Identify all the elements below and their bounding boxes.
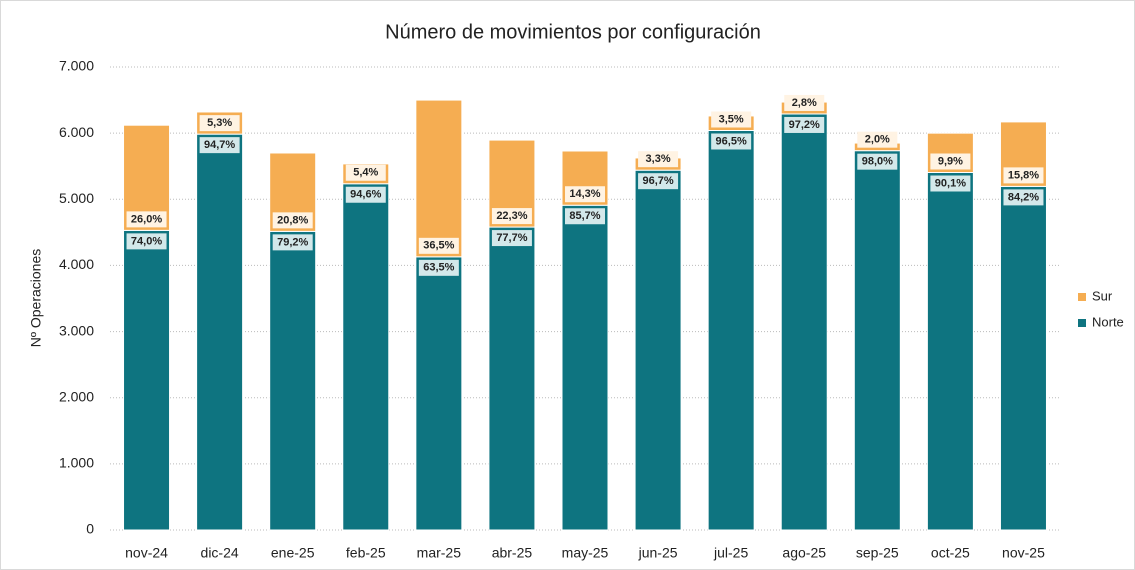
- data-label: 9,9%: [938, 155, 963, 167]
- data-label: 20,8%: [277, 214, 308, 226]
- data-label: 26,0%: [131, 213, 162, 225]
- y-axis-label: Nº Operaciones: [28, 249, 44, 348]
- y-tick-label: 7.000: [59, 58, 94, 74]
- data-label-box: [638, 173, 679, 190]
- data-label: 36,5%: [423, 240, 454, 252]
- data-label: 63,5%: [423, 262, 454, 274]
- data-label-box: [126, 233, 167, 250]
- data-label-box: [565, 186, 605, 203]
- data-label-box: [930, 175, 971, 192]
- data-label: 77,7%: [496, 232, 527, 244]
- bar-segment: [999, 185, 1047, 531]
- data-label: 96,5%: [716, 135, 747, 147]
- data-label-box: [1003, 167, 1044, 184]
- bar-segment: [634, 169, 682, 531]
- data-label-box: [784, 94, 825, 111]
- data-label-box: [345, 164, 386, 181]
- bar-segment: [488, 226, 536, 531]
- legend-label: Norte: [1092, 314, 1124, 329]
- y-tick-label: 5.000: [59, 190, 94, 206]
- data-label: 2,0%: [865, 134, 890, 146]
- chart-title: Número de movimientos por configuración: [385, 21, 761, 43]
- data-label-box: [784, 116, 825, 133]
- data-label: 5,3%: [207, 117, 232, 129]
- data-label: 3,5%: [719, 113, 744, 125]
- y-tick-label: 1.000: [59, 455, 94, 471]
- x-tick-label: nov-25: [1002, 545, 1045, 561]
- data-label-box: [199, 115, 240, 132]
- data-label-box: [491, 208, 532, 225]
- data-label: 85,7%: [569, 210, 600, 222]
- data-label-box: [199, 137, 240, 154]
- data-label: 84,2%: [1008, 191, 1039, 203]
- legend-swatch: [1078, 319, 1086, 327]
- data-label-box: [711, 133, 752, 150]
- x-tick-label: mar-25: [417, 545, 462, 561]
- bar-segment: [926, 171, 974, 531]
- y-tick-label: 2.000: [59, 388, 94, 404]
- data-label: 15,8%: [1008, 169, 1039, 181]
- bar-segment: [780, 113, 828, 531]
- x-tick-label: nov-24: [125, 545, 168, 561]
- data-label-box: [272, 212, 313, 229]
- data-label-box: [345, 186, 386, 203]
- data-label-box: [418, 259, 459, 276]
- data-label: 79,2%: [277, 236, 308, 248]
- data-label: 14,3%: [569, 188, 600, 200]
- data-label: 2,8%: [792, 97, 817, 109]
- data-label: 5,4%: [353, 167, 378, 179]
- bar-segment: [853, 150, 901, 531]
- data-label-box: [491, 230, 532, 247]
- bar-segment: [123, 229, 171, 531]
- x-tick-label: feb-25: [346, 545, 386, 561]
- data-label-box: [565, 208, 605, 225]
- x-tick-label: jun-25: [638, 545, 678, 561]
- y-tick-label: 0: [86, 521, 94, 537]
- bar-segment: [269, 230, 317, 531]
- x-tick-label: ago-25: [782, 545, 826, 561]
- data-label: 96,7%: [642, 175, 673, 187]
- x-tick-label: dic-24: [201, 545, 239, 561]
- bar-segment: [561, 204, 609, 531]
- data-label-box: [711, 111, 752, 128]
- x-tick-label: jul-25: [713, 545, 748, 561]
- data-label-box: [126, 211, 167, 228]
- x-tick-label: abr-25: [492, 545, 533, 561]
- bar-segment: [342, 183, 390, 531]
- x-tick-label: sep-25: [856, 545, 899, 561]
- bar-segment: [415, 256, 463, 531]
- data-label-box: [272, 234, 313, 251]
- data-label: 74,0%: [131, 235, 162, 247]
- data-label: 90,1%: [935, 177, 966, 189]
- data-label-box: [930, 153, 971, 170]
- data-label: 94,7%: [204, 139, 235, 151]
- bar-segment: [196, 133, 244, 531]
- data-label: 3,3%: [646, 153, 671, 165]
- data-label: 22,3%: [496, 210, 527, 222]
- y-tick-label: 6.000: [59, 124, 94, 140]
- data-label-box: [857, 153, 898, 170]
- legend-swatch: [1078, 293, 1086, 301]
- x-tick-label: may-25: [562, 545, 609, 561]
- data-label: 97,2%: [789, 119, 820, 131]
- data-label: 94,6%: [350, 189, 381, 201]
- data-label: 98,0%: [862, 156, 893, 168]
- data-label-box: [418, 237, 459, 254]
- x-tick-label: ene-25: [271, 545, 315, 561]
- data-label-box: [638, 151, 679, 168]
- data-label-box: [857, 131, 898, 148]
- data-label-box: [1003, 189, 1044, 206]
- y-tick-label: 4.000: [59, 256, 94, 272]
- bar-segment: [707, 129, 755, 531]
- y-tick-label: 3.000: [59, 322, 94, 338]
- bar-segment: [415, 99, 463, 258]
- x-tick-label: oct-25: [931, 545, 970, 561]
- legend-label: Sur: [1092, 288, 1113, 303]
